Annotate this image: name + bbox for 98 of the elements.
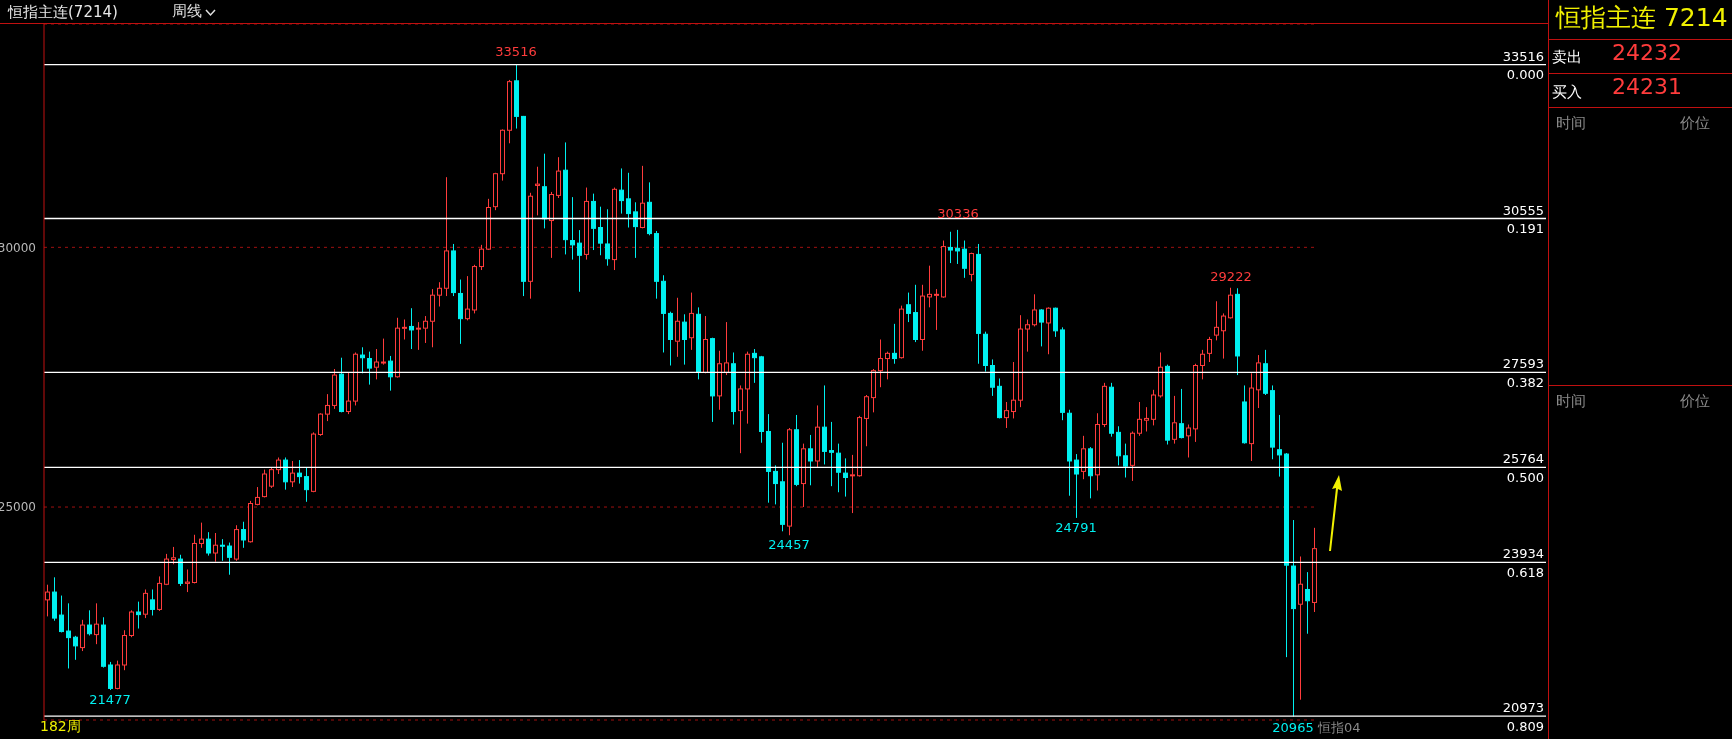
annotation: 30336 [937,206,979,222]
candlestick [1046,307,1051,355]
candlestick [1277,414,1282,478]
candlestick [675,297,680,358]
annotation: 182周 [40,718,81,735]
text: 0.382 [1506,375,1544,391]
text: 0.000 [1506,67,1544,83]
candlestick [395,317,400,378]
candlestick [850,454,855,514]
candlestick [563,141,568,255]
candlestick [955,229,960,265]
candlestick [717,350,722,411]
candlestick [1025,318,1030,353]
candlestick [1235,287,1240,376]
text: 周线 [172,2,202,20]
candlestick [1270,384,1275,460]
candlestick [584,187,589,261]
candlestick [542,153,547,229]
text: 0.191 [1506,221,1544,237]
candlestick [514,64,519,130]
annotation: 21477 [89,692,131,708]
candlestick [927,265,932,308]
text: 恒指04 [1318,720,1361,736]
candlestick [479,244,484,271]
candlestick [605,208,610,267]
candlestick [136,601,141,630]
candlestick [94,602,99,645]
candlestick [1109,382,1114,438]
candlestick [1249,372,1254,462]
candlestick [500,129,505,182]
text: 买入 [1552,83,1582,101]
ref-line-label: 30555 [1502,202,1544,218]
annotation: 33516 [495,44,537,60]
candlestick [423,315,428,344]
candlestick [808,434,813,486]
candlestick [1305,571,1310,635]
candlestick [570,196,575,261]
candlestick [528,192,533,300]
candlestick [66,602,71,669]
candlestick [458,279,463,345]
candlestick [822,384,827,465]
annotation: 29222 [1210,269,1252,285]
candlestick [626,172,631,228]
candlestick [766,413,771,504]
candlestick [1172,395,1177,445]
text: 20965 [1272,720,1314,736]
candlestick [976,243,981,365]
candlestick [619,167,624,215]
candlestick [1228,287,1233,319]
candlestick [731,351,736,426]
candlestick [1067,409,1072,497]
candlestick [1144,406,1149,432]
candlestick [430,288,435,348]
candlestick [220,538,225,562]
candlestick [1242,384,1247,444]
candlestick [1312,527,1317,613]
chart-title: 恒指主连(7214) [8,3,118,22]
ref-line-label: 33516 [1502,48,1544,64]
candlestick [738,384,743,454]
candlestick [633,201,638,259]
candlestick [409,307,414,350]
text: 价位 [1680,392,1710,410]
ref-line-label: 27593 [1502,356,1544,372]
annotation: 24791 [1055,520,1097,536]
candlestick [752,348,757,384]
text: 恒指主连 7214 [1556,3,1728,32]
text: 价位 [1680,114,1710,132]
candlestick [892,323,897,365]
candlestick [535,166,540,216]
candlestick [598,206,603,256]
text: 卖出 [1552,48,1582,66]
text: 24232 [1612,40,1682,66]
text: 24231 [1612,74,1682,100]
ref-line-label: 20973 [1502,700,1544,716]
candlestick [948,231,953,264]
candlestick [836,443,841,493]
text: 时间 [1556,114,1586,132]
candlestick [934,288,939,331]
candlestick [920,284,925,352]
text: 时间 [1556,392,1586,410]
candlestick [829,421,834,487]
text: 0.809 [1506,719,1544,735]
text: 0.500 [1506,470,1544,486]
candlestick [73,636,78,661]
candlestick [1095,412,1100,492]
text: 0.618 [1506,565,1544,581]
candlestick [402,318,407,340]
candlestick [416,321,421,351]
ref-line-label: 23934 [1502,546,1544,562]
candlestick [1291,519,1296,718]
candlestick [689,292,694,351]
candlestick [437,281,442,307]
candlestick [1298,555,1303,701]
candlestick [577,229,582,293]
candlestick [1116,425,1121,466]
ref-line-label: 25764 [1502,451,1544,467]
annotation: 24457 [768,537,810,553]
candlestick [661,274,666,353]
